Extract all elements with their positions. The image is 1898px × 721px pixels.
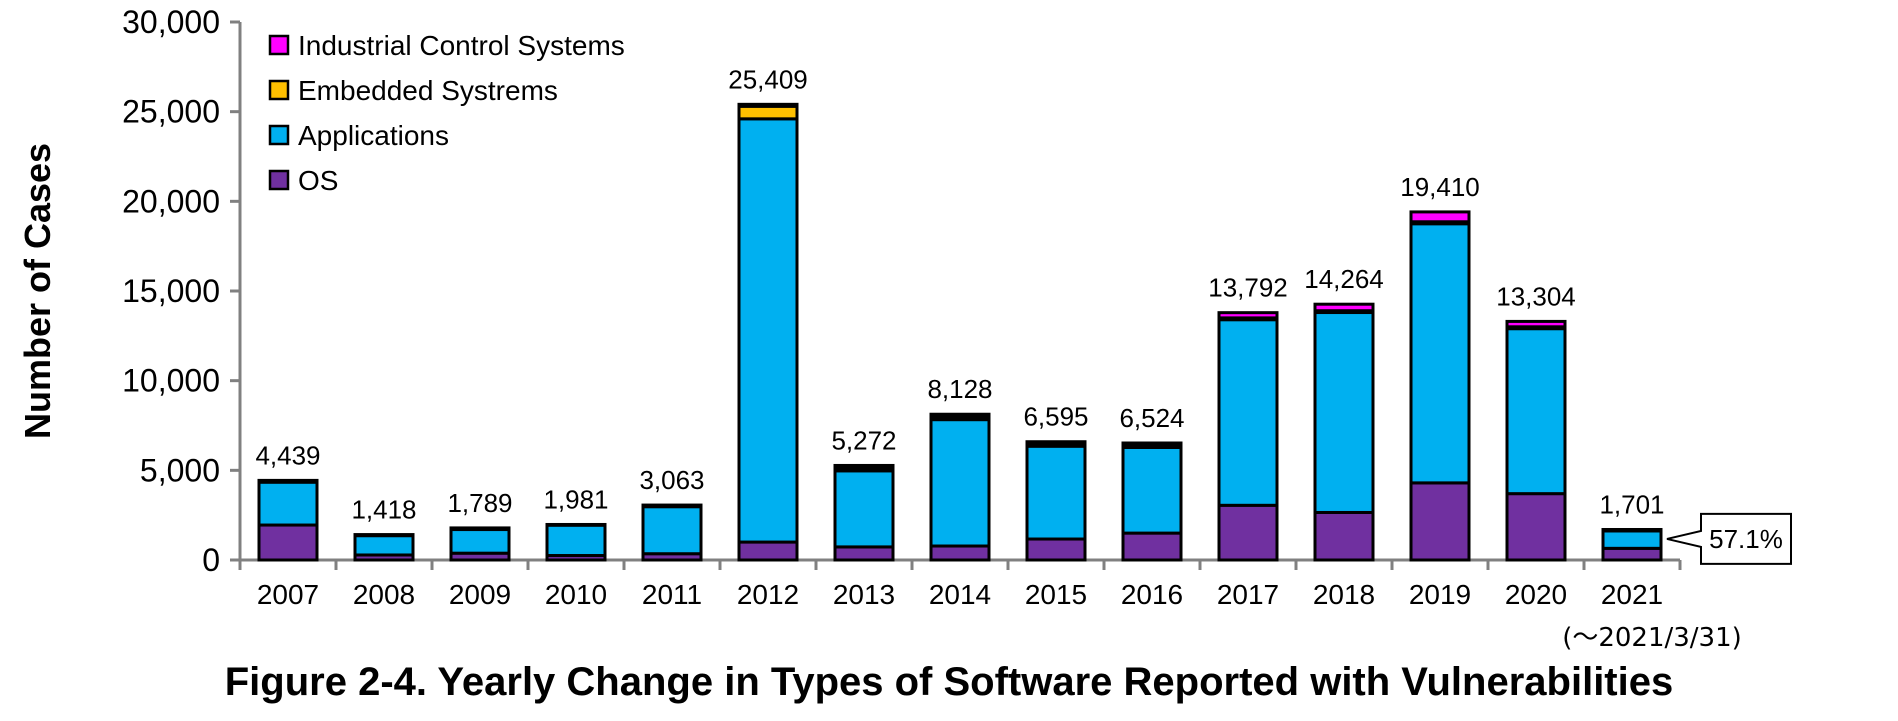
x-tick-label: 2013 xyxy=(833,579,895,610)
bar-segment xyxy=(1601,546,1663,562)
bar-segment xyxy=(257,480,319,527)
x-tick-label: 2014 xyxy=(929,579,991,610)
x-tick-sublabel: (～2021/3/31) xyxy=(1562,623,1742,653)
bar-segment xyxy=(353,533,415,537)
bar-segment xyxy=(737,102,799,108)
bar-segment xyxy=(1217,311,1279,320)
stacked-bar-chart: 0 5,000 10,000 15,000 20,000 25,000 30,000 2007… xyxy=(17,4,1792,653)
bar-segment xyxy=(1505,327,1567,496)
bar-segment xyxy=(929,544,991,562)
bar-segment xyxy=(737,104,799,121)
bar-segment xyxy=(1409,210,1471,224)
bar-total-label: 14,264 xyxy=(1304,264,1384,294)
bar-segment xyxy=(1313,510,1375,562)
bar-total-label: 6,524 xyxy=(1119,403,1184,433)
x-tick-label: 2008 xyxy=(353,579,415,610)
callout-box xyxy=(1666,512,1792,565)
bar-segment xyxy=(737,117,799,544)
bar-total-label: 1,418 xyxy=(351,495,416,525)
bar-segment xyxy=(1313,311,1375,514)
legend-swatch xyxy=(268,124,290,146)
legend-swatch xyxy=(268,34,290,56)
x-tick-label: 2012 xyxy=(737,579,799,610)
legend-label: Embedded Systrems xyxy=(298,75,558,106)
bar-total-label: 4,439 xyxy=(255,440,320,470)
legend-swatch xyxy=(268,169,290,191)
bar-segment xyxy=(1025,440,1087,446)
bar-segment xyxy=(449,526,511,531)
x-tick-label: 2009 xyxy=(449,579,511,610)
x-tick-label: 2020 xyxy=(1505,579,1567,610)
bar-total-label: 25,409 xyxy=(728,64,808,94)
y-tick-label: 20,000 xyxy=(122,183,220,219)
chart-bars xyxy=(257,102,1663,562)
bar-segment xyxy=(1121,441,1183,448)
x-tick-label: 2016 xyxy=(1121,579,1183,610)
bar-segment xyxy=(353,534,415,557)
bar-segment xyxy=(641,503,703,508)
x-tick-label: 2021 xyxy=(1601,579,1663,610)
bar-total-label: 3,063 xyxy=(639,465,704,495)
bar-segment xyxy=(737,540,799,562)
legend-label: OS xyxy=(298,165,338,196)
chart-labels: 4,439 1,418 1,789 1,981 3,063 25,409 5,272 8,12… xyxy=(255,64,1664,524)
bar-segment xyxy=(641,505,703,556)
bar-total-label: 6,595 xyxy=(1023,402,1088,432)
y-tick-label: 30,000 xyxy=(122,4,220,40)
bar-segment xyxy=(1121,445,1183,535)
bar-segment xyxy=(257,523,319,562)
bar-total-label: 13,304 xyxy=(1496,281,1576,311)
bar-total-label: 1,701 xyxy=(1599,489,1664,519)
x-tick-label: 2017 xyxy=(1217,579,1279,610)
callout-text: 57.1% xyxy=(1709,524,1783,554)
x-tick-label: 2019 xyxy=(1409,579,1471,610)
x-tick-label: 2018 xyxy=(1313,579,1375,610)
bar-segment xyxy=(833,545,895,562)
bar-segment xyxy=(929,418,991,548)
y-tick-label: 10,000 xyxy=(122,363,220,399)
bar-segment xyxy=(1409,222,1471,485)
bar-segment xyxy=(929,412,991,419)
bar-segment xyxy=(1409,481,1471,562)
bar-total-label: 13,792 xyxy=(1208,273,1288,303)
bar-segment xyxy=(449,528,511,555)
x-tick-label: 2007 xyxy=(257,579,319,610)
bar-segment xyxy=(1121,531,1183,562)
y-tick-label: 25,000 xyxy=(122,94,220,130)
y-tick-label: 0 xyxy=(202,542,220,578)
legend-label: Applications xyxy=(298,120,449,151)
bar-segment xyxy=(1601,529,1663,550)
bar-segment xyxy=(1025,537,1087,562)
chart-axes: 0 5,000 10,000 15,000 20,000 25,000 30,000 2007… xyxy=(17,4,1742,653)
bar-total-label: 8,128 xyxy=(927,374,992,404)
bar-segment xyxy=(1217,318,1279,507)
chart-legend: Industrial Control Systems Embedded Systr… xyxy=(268,30,625,196)
bar-segment xyxy=(1025,444,1087,541)
bar-segment xyxy=(545,523,607,558)
bar-segment xyxy=(833,463,895,470)
x-tick-label: 2015 xyxy=(1025,579,1087,610)
legend-swatch xyxy=(268,79,290,101)
y-tick-label: 15,000 xyxy=(122,273,220,309)
chart-annotation: 57.1% xyxy=(1666,512,1792,565)
bar-segment xyxy=(1505,319,1567,329)
bar-segment xyxy=(257,478,319,483)
figure-caption: Figure 2-4. Yearly Change in Types of So… xyxy=(224,660,1674,704)
bar-segment xyxy=(1505,492,1567,562)
bar-total-label: 5,272 xyxy=(831,425,896,455)
y-axis-title: Number of Cases xyxy=(17,143,58,439)
bar-total-label: 19,410 xyxy=(1400,172,1480,202)
bar-total-label: 1,981 xyxy=(543,484,608,514)
y-tick-label: 5,000 xyxy=(140,452,220,488)
bar-total-label: 1,789 xyxy=(447,488,512,518)
bar-segment xyxy=(1217,503,1279,562)
bar-segment xyxy=(1601,527,1663,532)
bar-segment xyxy=(833,469,895,549)
x-tick-label: 2010 xyxy=(545,579,607,610)
bar-segment xyxy=(1313,302,1375,313)
legend-label: Industrial Control Systems xyxy=(298,30,625,61)
x-tick-label: 2011 xyxy=(642,579,702,610)
